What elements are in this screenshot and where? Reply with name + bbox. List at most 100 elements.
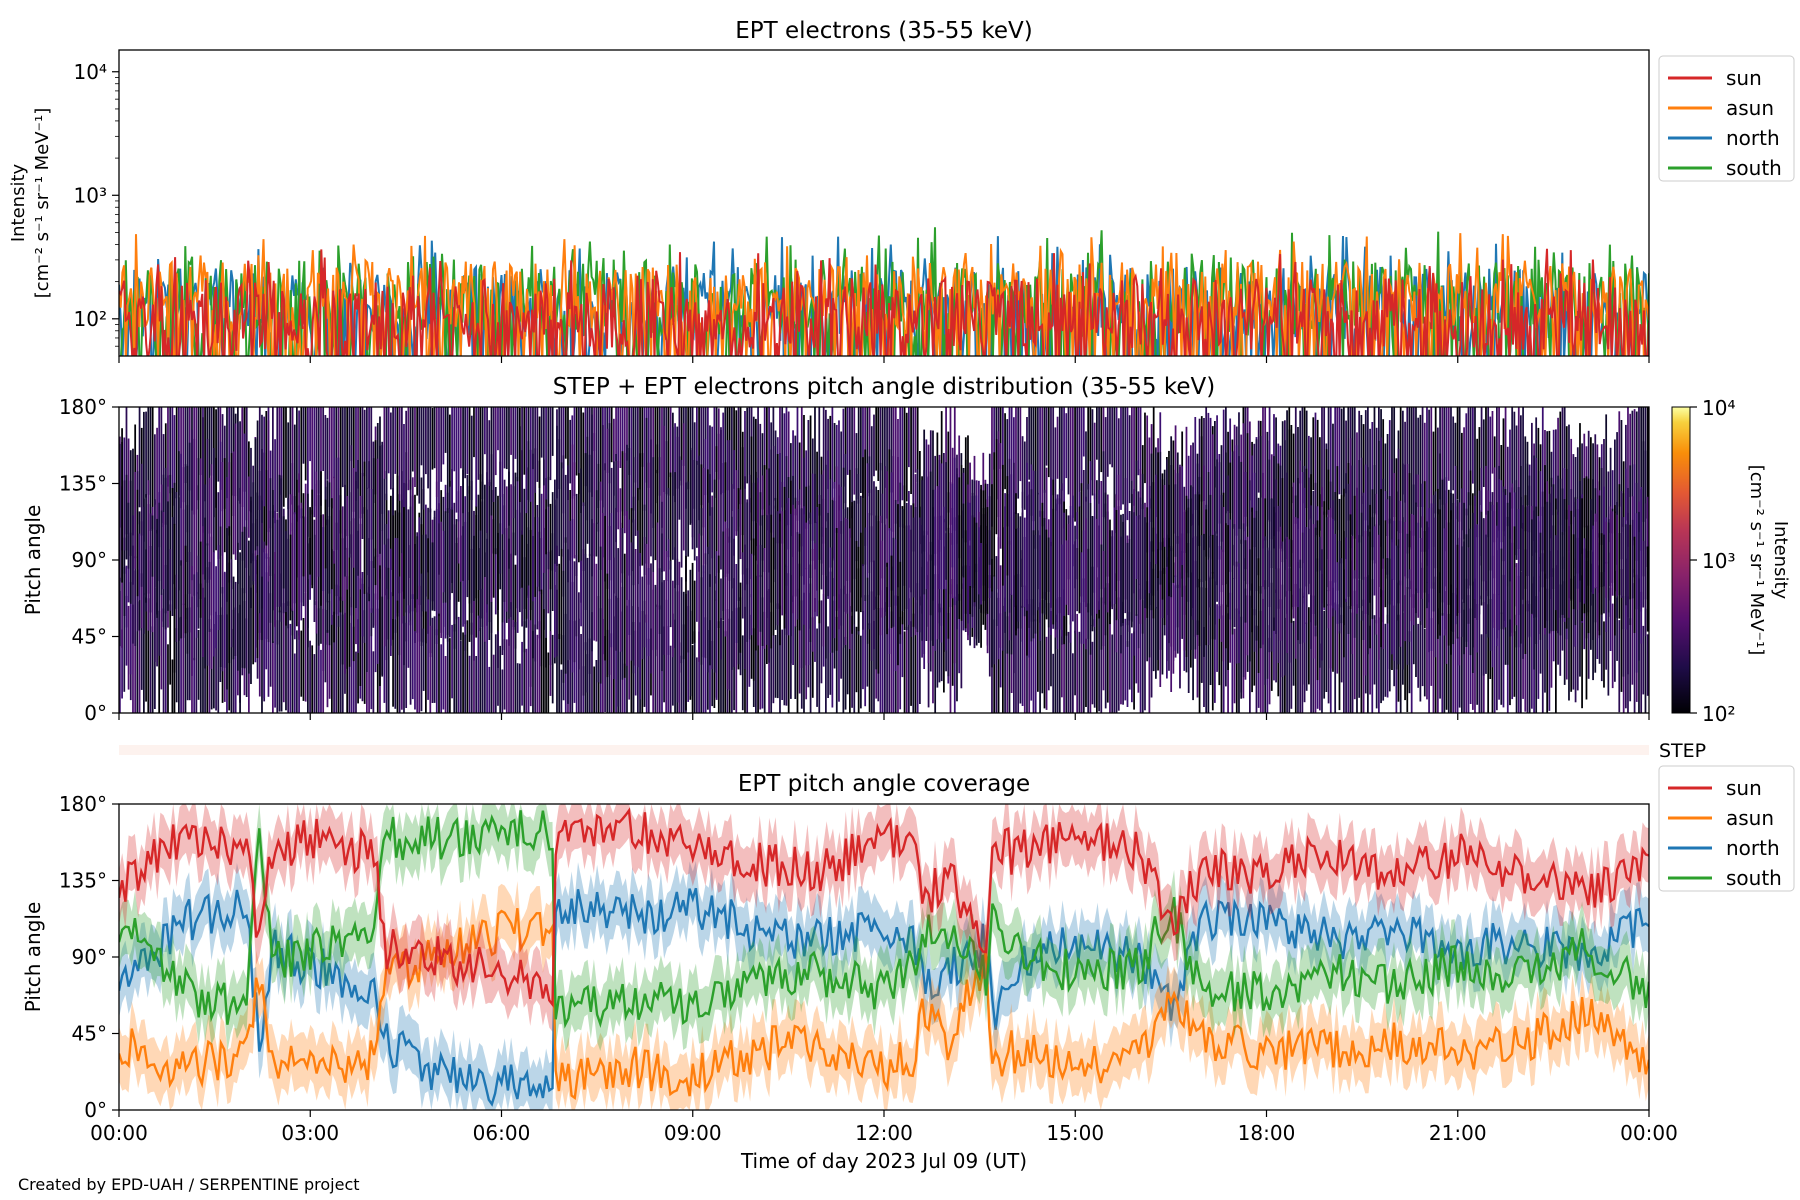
heatmap-cell [125,407,128,535]
heatmap-cell [315,601,318,713]
heatmap-cell [905,412,908,502]
heatmap-cell [1297,518,1299,608]
heatmap-cell [1620,523,1623,598]
heatmap-cell [829,478,832,568]
heatmap-cell [324,415,327,526]
heatmap-cell [534,448,537,597]
heatmap-cell [1039,602,1041,713]
heatmap-cell [1294,407,1297,524]
heatmap-cell [1509,619,1511,706]
heatmap-cell [230,628,233,713]
heatmap-cell [1056,598,1059,713]
heatmap-cell [1469,470,1472,586]
heatmap-cell [1502,574,1505,708]
heatmap-cell [1369,625,1371,695]
heatmap-cell [551,492,554,571]
heatmap-cell [680,459,683,568]
heatmap-cell [1067,631,1070,713]
series-sun-line [119,807,1649,1008]
heatmap-cell [704,553,707,659]
heatmap-cell [455,519,458,605]
heatmap-cell [1209,494,1212,558]
heatmap-cell [549,550,552,666]
heatmap-cell [1168,582,1170,671]
heatmap-cell [1445,407,1448,520]
heatmap-cell [567,549,569,704]
heatmap-cell [1360,610,1363,713]
heatmap-cell [1482,419,1485,487]
heatmap-cell [1061,544,1063,637]
heatmap-cell [1074,407,1076,522]
heatmap-cell [1203,465,1205,551]
heatmap-cell [263,548,266,699]
heatmap-cell [346,547,349,669]
heatmap-cell [1244,472,1247,570]
heatmap-cell [943,506,945,590]
heatmap-cell [1485,534,1487,634]
heatmap-cell [870,526,873,661]
heatmap-cell [696,460,698,548]
heatmap-cell [691,645,694,713]
heatmap-cell [1491,411,1494,474]
heatmap-cell [818,504,821,624]
heatmap-cell [409,407,412,490]
heatmap-cell [119,577,121,647]
heatmap-cell [392,619,394,707]
heatmap-cell [698,631,700,713]
heatmap-cell [573,462,576,559]
heatmap-cell [497,495,499,610]
heatmap-cell [1472,407,1474,484]
heatmap-cell [1128,415,1131,504]
heatmap-cell [1058,597,1061,713]
heatmap-cell [1259,586,1262,649]
heatmap-cell [374,548,377,626]
heatmap-cell [643,537,646,648]
heatmap-cell [368,586,370,713]
heatmap-cell [741,447,744,575]
heatmap-cell [615,407,617,461]
heatmap-cell [1152,568,1155,672]
heatmap-cell [525,467,528,619]
heatmap-cell [811,617,814,698]
heatmap-cell [1419,414,1422,528]
heatmap-cell [359,523,362,686]
heatmap-cell [650,563,652,674]
heatmap-cell [735,470,738,536]
heatmap-cell [1565,617,1568,680]
heatmap-cell [610,513,613,648]
heatmap-cell [755,471,757,547]
y-tick-label: 90° [72,945,107,969]
heatmap-cell [385,407,388,501]
heatmap-cell [1146,507,1149,609]
heatmap-cell [322,407,325,471]
heatmap-cell [488,482,491,640]
heatmap-cell [772,537,775,636]
heatmap-cell [1325,590,1328,692]
heatmap-cell [1069,407,1072,524]
heatmap-cell [1041,407,1044,527]
heatmap-cell [1642,441,1645,577]
heatmap-cell [1415,407,1417,504]
heatmap-cell [794,508,797,627]
heatmap-cell [1611,603,1614,689]
heatmap-cell [1362,492,1365,640]
heatmap-cell [1275,512,1277,634]
heatmap-cell [752,482,755,556]
heatmap-cell [1382,558,1385,649]
heatmap-cell [1550,486,1553,632]
heatmap-cell [623,452,626,534]
heatmap-cell [204,517,206,669]
heatmap-cell [1281,541,1284,678]
heatmap-cell [1476,604,1479,705]
heatmap-cell [516,407,519,482]
heatmap-cell [464,496,467,651]
heatmap-cell [1485,407,1487,515]
heatmap-cell [809,583,812,713]
heatmap-cell [637,407,639,501]
heatmap-cell [147,504,150,594]
heatmap-cell [580,634,582,713]
heatmap-cell [1622,517,1625,677]
heatmap-cell [588,638,591,713]
heatmap-cell [516,663,519,713]
